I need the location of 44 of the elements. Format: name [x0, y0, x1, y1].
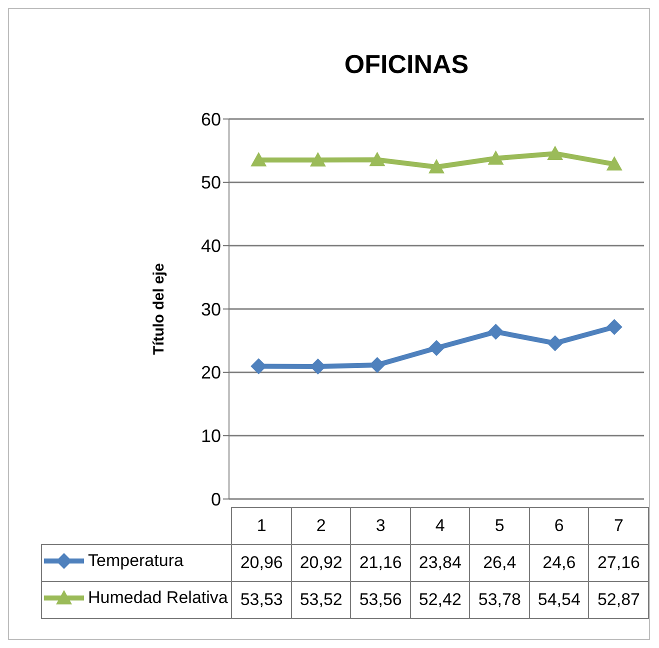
y-tick-label: 60: [200, 109, 221, 130]
y-tick-label: 20: [200, 362, 221, 383]
y-tick-label: 40: [200, 236, 221, 256]
point: [428, 340, 444, 356]
x-tick-label: 4: [410, 508, 470, 544]
data-label: 52,87: [588, 582, 648, 618]
y-tick-label: 10: [200, 426, 221, 446]
x-tick-label: 1: [232, 508, 292, 544]
y-tick-label: 30: [200, 299, 221, 320]
data-label: 52,42: [410, 582, 470, 618]
chart-title: OFICINAS: [343, 49, 470, 80]
x-tick-label: 6: [529, 508, 589, 544]
data-label: 24,6: [529, 544, 589, 582]
point: [250, 152, 267, 166]
point: [606, 156, 622, 171]
point: [369, 152, 386, 166]
point: [428, 159, 444, 174]
y-tick-label: 50: [200, 172, 221, 193]
point: [547, 146, 564, 160]
point: [547, 335, 564, 352]
data-label: 53,78: [470, 582, 530, 618]
x-tick-label: 2: [291, 508, 351, 544]
point: [310, 152, 326, 166]
point: [488, 150, 504, 165]
point: [369, 356, 386, 373]
data-label: 53,56: [350, 582, 410, 618]
data-label: 20,96: [232, 544, 292, 582]
y-tick-label: 0: [210, 489, 221, 510]
data-label: 53,52: [291, 582, 351, 618]
y-axis-title: Título del eje: [150, 263, 168, 355]
data-label: 26,4: [470, 544, 530, 582]
point: [488, 324, 504, 340]
data-label: 53,53: [232, 582, 292, 618]
x-tick-label: 7: [588, 508, 648, 544]
data-label: 21,16: [350, 544, 410, 582]
data-label: 27,16: [588, 544, 648, 582]
point: [606, 318, 622, 335]
data-label: 20,92: [291, 544, 351, 582]
x-tick-label: 5: [470, 508, 530, 544]
legend-label: Temperatura: [88, 550, 184, 570]
data-label: 23,84: [410, 544, 470, 582]
legend-label: Humedad Relativa: [88, 588, 228, 608]
data-label: 54,54: [529, 582, 589, 618]
x-tick-label: 3: [350, 508, 410, 544]
